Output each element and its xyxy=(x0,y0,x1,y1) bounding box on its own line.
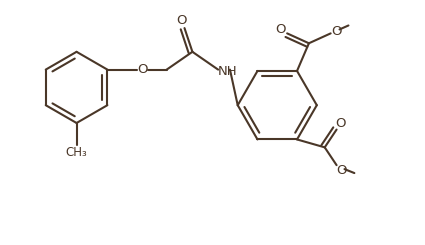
Text: O: O xyxy=(336,164,347,177)
Text: CH₃: CH₃ xyxy=(66,146,88,159)
Text: NH: NH xyxy=(218,65,238,78)
Text: O: O xyxy=(176,14,187,27)
Text: O: O xyxy=(332,25,342,38)
Text: O: O xyxy=(335,117,346,130)
Text: O: O xyxy=(138,63,148,76)
Text: O: O xyxy=(275,23,286,36)
